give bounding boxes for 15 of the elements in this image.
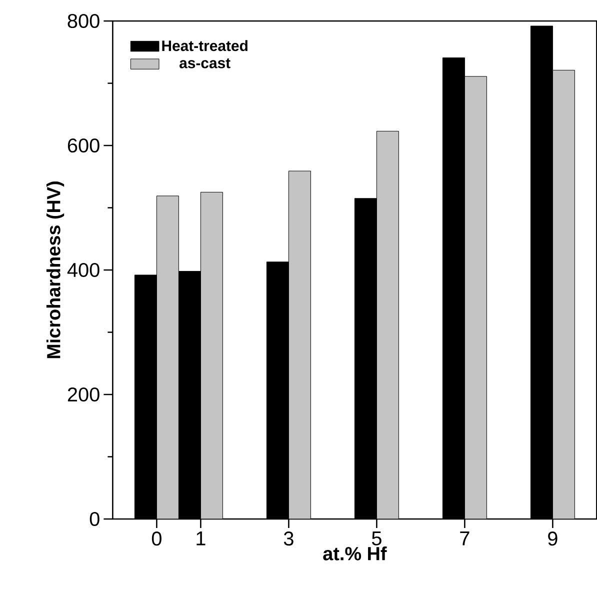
- y-tick-label: 800: [68, 14, 100, 28]
- x-tick-label: 3: [284, 532, 294, 546]
- y-tick-label: 0: [90, 512, 100, 526]
- x-tick-label: 7: [460, 532, 470, 546]
- y-tick-label: 600: [68, 138, 100, 153]
- x-axis-title: at.% Hf: [323, 546, 387, 560]
- legend-label: as-cast: [180, 58, 230, 68]
- x-tick-label: 5: [372, 532, 382, 546]
- y-tick-label: 200: [68, 387, 100, 402]
- legend-label: Heat-treated: [162, 40, 248, 52]
- x-tick-label: 0: [152, 532, 162, 546]
- x-tick-label: 1: [196, 532, 206, 546]
- y-tick-label: 400: [67, 262, 100, 278]
- y-axis-title: Microhardness (HV): [46, 182, 64, 358]
- x-tick-label: 9: [548, 532, 558, 546]
